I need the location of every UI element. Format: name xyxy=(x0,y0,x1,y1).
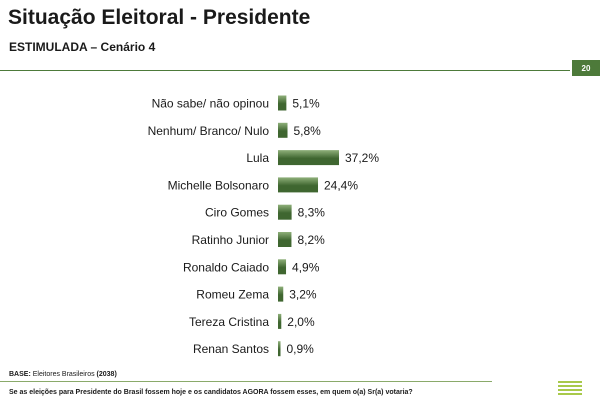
category-label: Ratinho Junior xyxy=(192,233,269,247)
data-label: 0,9% xyxy=(287,342,315,356)
bar xyxy=(278,95,287,111)
bar xyxy=(278,286,284,302)
bar xyxy=(278,204,292,220)
category-label: Michelle Bolsonaro xyxy=(168,178,270,192)
category-label: Ronaldo Caiado xyxy=(183,260,269,274)
data-label: 37,2% xyxy=(345,151,379,165)
category-label: Tereza Cristina xyxy=(189,315,269,329)
category-label: Renan Santos xyxy=(193,342,269,356)
data-label: 24,4% xyxy=(324,178,358,192)
data-label: 5,8% xyxy=(294,124,322,138)
data-label: 8,3% xyxy=(298,206,326,220)
category-label: Romeu Zema xyxy=(196,288,269,302)
bar xyxy=(278,313,282,329)
category-label: Ciro Gomes xyxy=(205,206,269,220)
bar xyxy=(278,150,339,166)
data-label: 4,9% xyxy=(292,260,320,274)
survey-question: Se as eleições para Presidente do Brasil… xyxy=(9,389,413,396)
category-label: Nenhum/ Branco/ Nulo xyxy=(148,124,270,138)
data-label: 2,0% xyxy=(287,315,315,329)
base-label: BASE: xyxy=(9,371,31,378)
data-label: 5,1% xyxy=(292,97,320,111)
bars-layer: Não sabe/ não opinou 5,1% Nenhum/ Branco/ … xyxy=(148,95,379,357)
base-text: Eleitores Brasileiros xyxy=(32,371,95,378)
bar xyxy=(278,341,281,357)
data-label: 3,2% xyxy=(289,288,317,302)
bar-chart: Não sabe/ não opinou 5,1% Nenhum/ Branco/ … xyxy=(148,95,379,357)
footer-divider xyxy=(0,381,492,382)
bar xyxy=(278,259,287,275)
page-subtitle: ESTIMULADA – Cenário 4 xyxy=(9,40,156,54)
base-note: BASE: Eleitores Brasileiros (2038) xyxy=(9,371,117,378)
bar xyxy=(278,232,292,247)
category-label: Não sabe/ não opinou xyxy=(152,97,269,111)
category-label: Lula xyxy=(246,151,269,165)
header-divider xyxy=(0,70,570,71)
base-count: (2038) xyxy=(96,371,117,378)
page-title: Situação Eleitoral - Presidente xyxy=(8,6,311,29)
bar xyxy=(278,122,288,138)
bar xyxy=(278,177,319,193)
data-label: 8,2% xyxy=(297,233,325,247)
brand-logo-icon xyxy=(558,381,582,400)
page-number-badge: 20 xyxy=(572,60,600,76)
